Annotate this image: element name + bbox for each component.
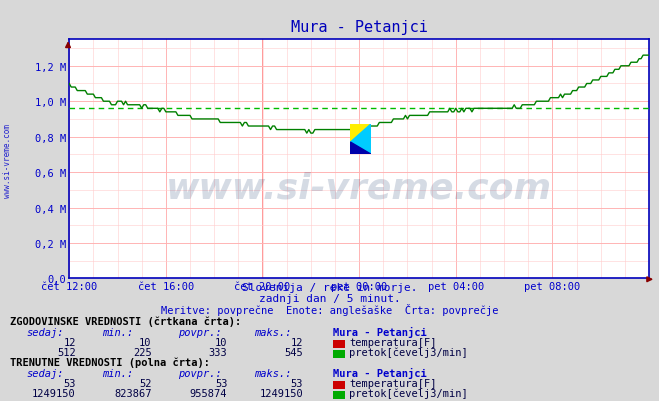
Text: 53: 53 bbox=[291, 378, 303, 388]
Text: www.si-vreme.com: www.si-vreme.com bbox=[166, 171, 552, 205]
Text: 545: 545 bbox=[285, 347, 303, 357]
Text: TRENUTNE VREDNOSTI (polna črta):: TRENUTNE VREDNOSTI (polna črta): bbox=[10, 356, 210, 367]
Text: 955874: 955874 bbox=[190, 388, 227, 398]
Text: min.:: min.: bbox=[102, 368, 133, 378]
Text: 52: 52 bbox=[139, 378, 152, 388]
Text: Mura - Petanjci: Mura - Petanjci bbox=[333, 367, 426, 378]
Text: temperatura[F]: temperatura[F] bbox=[349, 378, 437, 388]
Text: 225: 225 bbox=[133, 347, 152, 357]
Text: povpr.:: povpr.: bbox=[178, 327, 221, 337]
Text: povpr.:: povpr.: bbox=[178, 368, 221, 378]
Text: 12: 12 bbox=[291, 337, 303, 347]
Polygon shape bbox=[351, 125, 371, 143]
Text: Slovenija / reke in morje.: Slovenija / reke in morje. bbox=[242, 283, 417, 293]
Text: sedaj:: sedaj: bbox=[26, 327, 64, 337]
Polygon shape bbox=[351, 125, 371, 155]
Text: ZGODOVINSKE VREDNOSTI (črtkana črta):: ZGODOVINSKE VREDNOSTI (črtkana črta): bbox=[10, 316, 241, 326]
Text: 823867: 823867 bbox=[114, 388, 152, 398]
Text: sedaj:: sedaj: bbox=[26, 368, 64, 378]
Text: Meritve: povprečne  Enote: anglešaške  Črta: povprečje: Meritve: povprečne Enote: anglešaške Črt… bbox=[161, 303, 498, 315]
Text: 1249150: 1249150 bbox=[260, 388, 303, 398]
Text: 12: 12 bbox=[63, 337, 76, 347]
Text: 10: 10 bbox=[215, 337, 227, 347]
Text: 53: 53 bbox=[63, 378, 76, 388]
Text: www.si-vreme.com: www.si-vreme.com bbox=[3, 124, 13, 197]
Text: 333: 333 bbox=[209, 347, 227, 357]
Text: temperatura[F]: temperatura[F] bbox=[349, 337, 437, 347]
Text: maks.:: maks.: bbox=[254, 368, 291, 378]
Text: maks.:: maks.: bbox=[254, 327, 291, 337]
Text: min.:: min.: bbox=[102, 327, 133, 337]
Text: Mura - Petanjci: Mura - Petanjci bbox=[333, 326, 426, 337]
Text: zadnji dan / 5 minut.: zadnji dan / 5 minut. bbox=[258, 294, 401, 304]
Text: 512: 512 bbox=[57, 347, 76, 357]
Text: 10: 10 bbox=[139, 337, 152, 347]
Text: pretok[čevelj3/min]: pretok[čevelj3/min] bbox=[349, 387, 468, 398]
Text: 53: 53 bbox=[215, 378, 227, 388]
Polygon shape bbox=[351, 143, 371, 155]
Title: Mura - Petanjci: Mura - Petanjci bbox=[291, 20, 428, 35]
Text: 1249150: 1249150 bbox=[32, 388, 76, 398]
Text: pretok[čevelj3/min]: pretok[čevelj3/min] bbox=[349, 346, 468, 357]
